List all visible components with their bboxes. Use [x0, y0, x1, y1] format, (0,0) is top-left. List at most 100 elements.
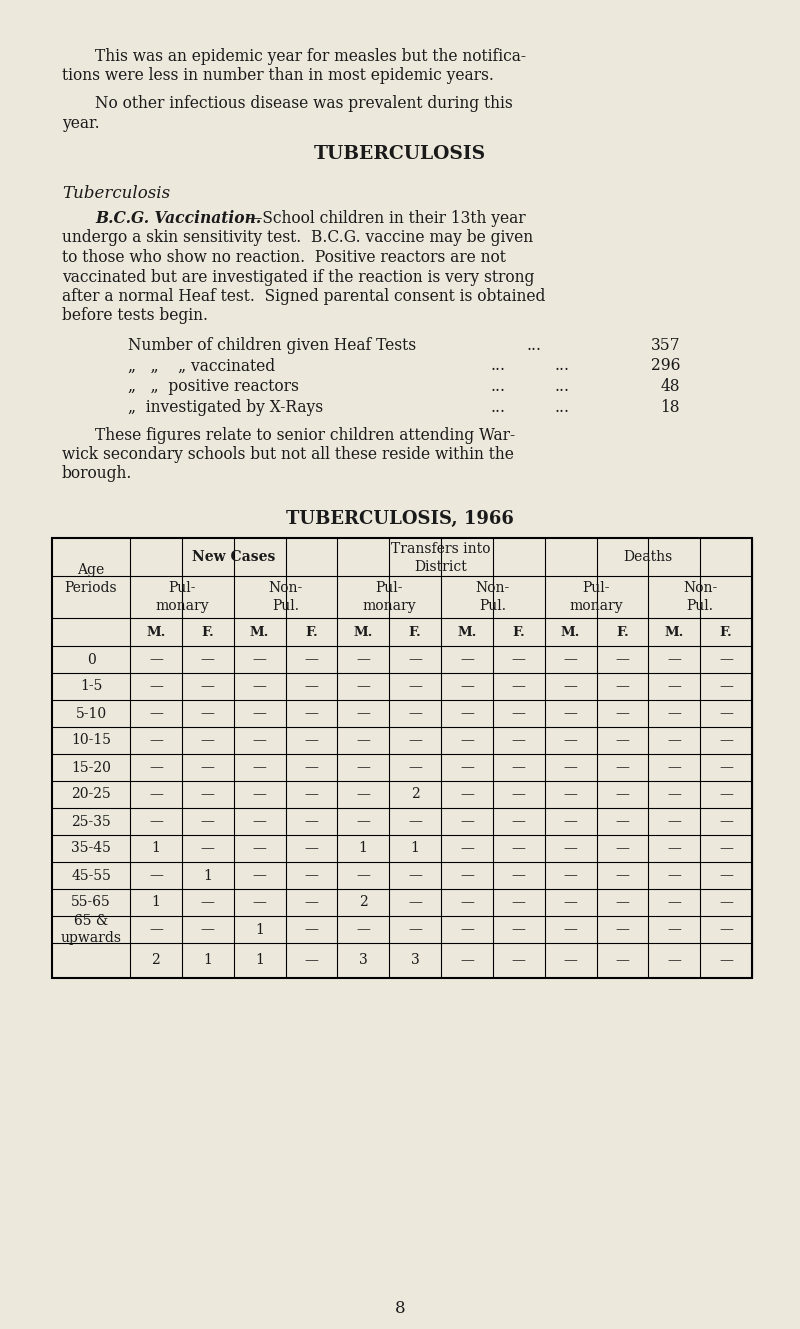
Text: —: — — [356, 760, 370, 775]
Text: —: — — [615, 734, 630, 747]
Text: —: — — [512, 788, 526, 801]
Text: —: — — [305, 896, 318, 909]
Text: wick secondary schools but not all these reside within the: wick secondary schools but not all these… — [62, 447, 514, 462]
Text: These figures relate to senior children attending War-: These figures relate to senior children … — [95, 427, 515, 444]
Text: Non-
Pul.: Non- Pul. — [683, 581, 718, 613]
Text: —: — — [408, 815, 422, 828]
Text: —: — — [149, 760, 163, 775]
Text: No other infectious disease was prevalent during this: No other infectious disease was prevalen… — [95, 94, 513, 112]
Text: 3: 3 — [410, 953, 419, 968]
Text: —: — — [201, 896, 214, 909]
Text: —: — — [512, 896, 526, 909]
Text: —: — — [305, 788, 318, 801]
Text: „   „  positive reactors: „ „ positive reactors — [128, 377, 299, 395]
Text: 48: 48 — [661, 377, 680, 395]
Text: —: — — [667, 760, 681, 775]
Text: to those who show no reaction.  Positive reactors are not: to those who show no reaction. Positive … — [62, 249, 506, 266]
Text: —: — — [253, 841, 266, 856]
Text: —: — — [719, 868, 733, 882]
Text: 1: 1 — [151, 841, 160, 856]
Text: —: — — [356, 868, 370, 882]
Text: —: — — [615, 707, 630, 720]
Text: ...: ... — [555, 377, 570, 395]
Text: —: — — [305, 760, 318, 775]
Text: —: — — [460, 788, 474, 801]
Text: —: — — [615, 953, 630, 968]
Text: —: — — [615, 922, 630, 937]
Text: —: — — [564, 788, 578, 801]
Text: before tests begin.: before tests begin. — [62, 307, 208, 324]
Text: —: — — [201, 922, 214, 937]
Text: —: — — [512, 953, 526, 968]
Text: „   „    „ vaccinated: „ „ „ vaccinated — [128, 358, 275, 375]
Text: District: District — [414, 560, 467, 574]
Text: ...: ... — [490, 358, 505, 375]
Bar — [52, 538, 752, 978]
Text: Pul-
monary: Pul- monary — [362, 581, 416, 613]
Text: F.: F. — [305, 626, 318, 638]
Text: —: — — [512, 815, 526, 828]
Text: —: — — [512, 707, 526, 720]
Text: —: — — [201, 653, 214, 667]
Text: 8: 8 — [394, 1300, 406, 1317]
Text: —: — — [408, 922, 422, 937]
Text: —: — — [356, 788, 370, 801]
Text: „  investigated by X-Rays: „ investigated by X-Rays — [128, 399, 323, 416]
Text: —: — — [564, 653, 578, 667]
Text: ...: ... — [555, 399, 570, 416]
Text: Non-
Pul.: Non- Pul. — [268, 581, 302, 613]
Text: —: — — [719, 707, 733, 720]
Text: —: — — [719, 679, 733, 694]
Text: —: — — [512, 922, 526, 937]
Text: —: — — [201, 788, 214, 801]
Text: —: — — [512, 841, 526, 856]
Text: 45-55: 45-55 — [71, 868, 111, 882]
Text: —: — — [615, 815, 630, 828]
Text: M.: M. — [458, 626, 477, 638]
Text: —: — — [719, 815, 733, 828]
Text: 1: 1 — [203, 868, 212, 882]
Text: —: — — [305, 815, 318, 828]
Text: Transfers into: Transfers into — [391, 542, 490, 556]
Text: —: — — [253, 788, 266, 801]
Text: —: — — [667, 815, 681, 828]
Text: Non-
Pul.: Non- Pul. — [476, 581, 510, 613]
Text: —: — — [719, 922, 733, 937]
Text: 18: 18 — [661, 399, 680, 416]
Text: —: — — [512, 734, 526, 747]
Text: 357: 357 — [650, 338, 680, 354]
Text: —: — — [149, 815, 163, 828]
Text: F.: F. — [512, 626, 525, 638]
Text: —: — — [253, 896, 266, 909]
Text: —: — — [615, 788, 630, 801]
Text: —: — — [615, 653, 630, 667]
Text: —: — — [201, 679, 214, 694]
Text: —: — — [253, 815, 266, 828]
Text: ...: ... — [490, 399, 505, 416]
Text: Pul-
monary: Pul- monary — [155, 581, 209, 613]
Text: —: — — [408, 868, 422, 882]
Text: —: — — [460, 653, 474, 667]
Text: —: — — [564, 760, 578, 775]
Text: —: — — [305, 841, 318, 856]
Text: Age: Age — [78, 563, 105, 577]
Text: 1: 1 — [255, 922, 264, 937]
Text: —: — — [615, 868, 630, 882]
Text: —: — — [564, 868, 578, 882]
Text: —: — — [460, 815, 474, 828]
Text: Tuberculosis: Tuberculosis — [62, 185, 170, 202]
Text: —: — — [460, 707, 474, 720]
Text: 65 &
upwards: 65 & upwards — [61, 914, 122, 945]
Text: —: — — [149, 734, 163, 747]
Text: —: — — [512, 679, 526, 694]
Text: 296: 296 — [650, 358, 680, 375]
Text: 25-35: 25-35 — [71, 815, 111, 828]
Text: —: — — [564, 815, 578, 828]
Text: —: — — [201, 841, 214, 856]
Text: Deaths: Deaths — [624, 550, 673, 563]
Text: ...: ... — [527, 338, 542, 354]
Text: 2: 2 — [410, 788, 419, 801]
Text: —: — — [719, 653, 733, 667]
Text: —: — — [253, 734, 266, 747]
Text: 1-5: 1-5 — [80, 679, 102, 694]
